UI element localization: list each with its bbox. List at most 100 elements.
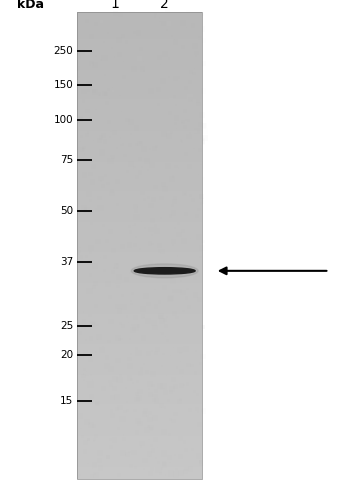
Bar	[98, 410, 103, 415]
Bar	[118, 393, 123, 398]
Bar	[94, 473, 96, 475]
Bar	[163, 389, 168, 395]
Bar	[106, 233, 110, 237]
Bar	[163, 318, 168, 322]
Bar	[97, 339, 98, 340]
Bar	[117, 12, 119, 14]
Bar	[108, 468, 112, 473]
Bar	[200, 325, 205, 329]
Bar	[78, 76, 80, 78]
Bar	[77, 356, 202, 358]
Bar	[107, 121, 111, 124]
Bar	[162, 353, 165, 355]
Bar	[129, 11, 135, 17]
Bar	[178, 454, 183, 459]
Bar	[148, 387, 150, 390]
Bar	[191, 203, 196, 208]
Bar	[77, 96, 202, 98]
Bar	[160, 64, 161, 65]
Bar	[100, 162, 101, 163]
Bar	[191, 36, 196, 40]
Bar	[190, 85, 195, 90]
Bar	[123, 154, 126, 157]
Bar	[125, 452, 130, 457]
Bar	[175, 210, 179, 214]
Bar	[199, 194, 204, 199]
Bar	[111, 12, 114, 15]
Bar	[134, 99, 137, 102]
Bar	[77, 253, 202, 255]
Bar	[77, 275, 202, 277]
Bar	[154, 394, 158, 399]
Bar	[180, 239, 184, 243]
Bar	[85, 109, 90, 113]
Bar	[99, 149, 105, 156]
Text: 1: 1	[110, 0, 119, 11]
Bar	[129, 343, 132, 346]
Bar	[172, 311, 177, 316]
Bar	[134, 226, 139, 231]
Bar	[77, 353, 202, 355]
Bar	[166, 133, 172, 139]
Bar	[134, 116, 139, 120]
Bar	[152, 325, 158, 330]
Bar	[77, 37, 202, 39]
Bar	[171, 152, 174, 155]
Bar	[81, 424, 86, 428]
Bar	[185, 119, 187, 121]
Bar	[177, 182, 181, 186]
Bar	[139, 248, 141, 250]
Bar	[77, 334, 202, 336]
Bar	[77, 213, 202, 215]
Bar	[183, 440, 186, 444]
Bar	[89, 28, 92, 30]
Bar	[77, 403, 202, 405]
Bar	[84, 383, 87, 386]
Bar	[77, 393, 202, 395]
Bar	[77, 261, 202, 263]
Bar	[105, 102, 109, 105]
Bar	[108, 226, 111, 228]
Bar	[79, 355, 84, 360]
Bar	[194, 126, 196, 127]
Bar	[112, 130, 117, 135]
Bar	[92, 462, 97, 468]
Bar	[89, 199, 92, 202]
Bar	[77, 268, 202, 271]
Bar	[155, 422, 159, 425]
Bar	[90, 99, 92, 101]
Bar	[77, 182, 202, 183]
Bar	[178, 314, 180, 316]
Bar	[82, 320, 87, 324]
Bar	[166, 399, 170, 402]
Bar	[163, 270, 170, 276]
Bar	[202, 123, 207, 128]
Bar	[77, 67, 81, 71]
Bar	[91, 224, 96, 229]
Bar	[85, 422, 88, 425]
Bar	[95, 239, 101, 244]
Bar	[77, 312, 202, 314]
Bar	[82, 326, 86, 330]
Bar	[116, 15, 119, 18]
Bar	[199, 138, 205, 143]
Bar	[136, 278, 137, 279]
Bar	[77, 376, 202, 378]
Bar	[97, 458, 102, 463]
Bar	[77, 191, 202, 193]
Bar	[167, 301, 171, 305]
Bar	[102, 455, 104, 457]
Bar	[148, 226, 154, 232]
Bar	[172, 140, 176, 143]
Bar	[175, 316, 179, 319]
Bar	[91, 461, 96, 466]
Bar	[82, 65, 87, 70]
Bar	[144, 427, 150, 433]
Bar	[173, 411, 178, 416]
Bar	[112, 90, 114, 92]
Bar	[114, 57, 115, 58]
Bar	[77, 242, 202, 244]
Bar	[156, 172, 159, 174]
Bar	[189, 373, 192, 375]
Bar	[102, 168, 107, 173]
